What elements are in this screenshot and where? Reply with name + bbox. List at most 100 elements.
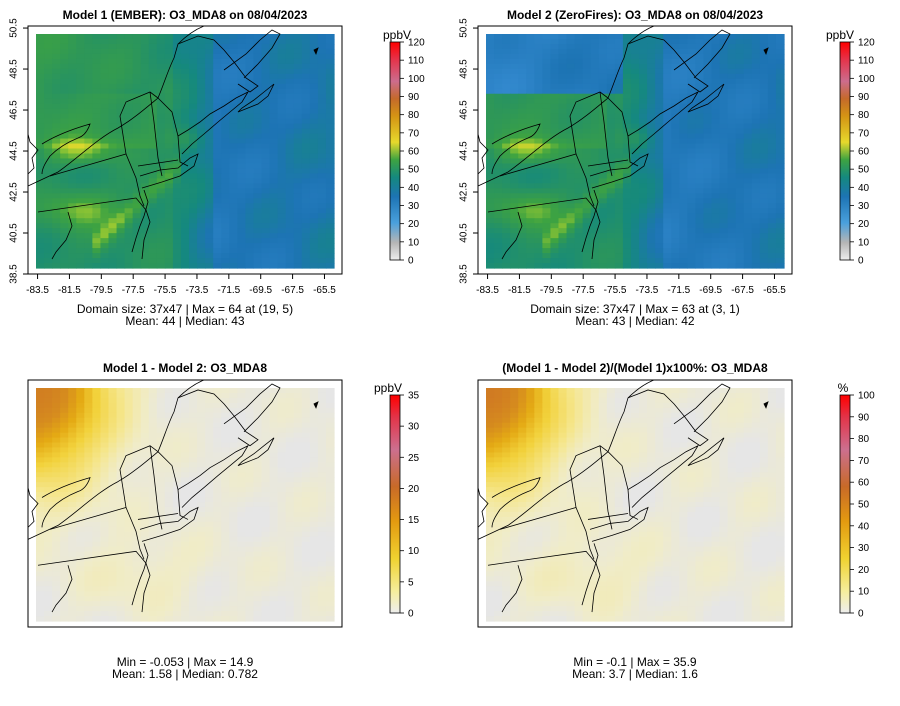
heatmap-cell — [148, 158, 158, 165]
heatmap-cell — [140, 263, 150, 269]
heatmap-cell — [622, 103, 632, 110]
heatmap-cell — [245, 73, 255, 80]
heatmap-cell — [269, 457, 279, 463]
heatmap-cell — [695, 148, 705, 155]
heatmap-cell — [60, 462, 69, 468]
heatmap-cell — [630, 178, 640, 184]
heatmap-cell — [534, 248, 543, 254]
heatmap-cell — [52, 128, 61, 135]
heatmap-cell — [277, 502, 287, 508]
heatmap-cell — [229, 447, 238, 454]
heatmap-cell — [116, 108, 126, 115]
heatmap-cell — [36, 143, 45, 150]
heatmap-cell — [550, 183, 560, 189]
heatmap-cell — [68, 88, 77, 95]
heatmap-cell — [156, 148, 166, 155]
heatmap-cell — [598, 138, 608, 145]
heatmap-cell — [630, 173, 640, 179]
heatmap-cell — [253, 58, 263, 65]
heatmap-cell — [245, 422, 255, 429]
heatmap-cell — [687, 153, 696, 160]
heatmap-cell — [317, 93, 327, 100]
heatmap-cell — [124, 556, 134, 563]
heatmap-cell — [655, 148, 664, 155]
heatmap-cell — [148, 233, 158, 239]
heatmap-cell — [92, 571, 102, 577]
heatmap-cell — [245, 93, 255, 100]
heatmap-cell — [172, 432, 182, 439]
colorbar-tick-label: 10 — [408, 237, 420, 248]
heatmap-cell — [574, 113, 584, 120]
heatmap-cell — [598, 43, 608, 50]
heatmap-cell — [100, 258, 110, 264]
heatmap-cell — [534, 63, 543, 70]
heatmap-cell — [293, 48, 303, 55]
heatmap-cell — [639, 213, 648, 219]
heatmap-cell — [221, 233, 230, 239]
heatmap-cell — [108, 492, 118, 498]
heatmap-cell — [590, 128, 600, 135]
heatmap-cell — [711, 43, 721, 50]
heatmap-cell — [711, 208, 721, 214]
heatmap-cell — [60, 78, 69, 85]
heatmap-cell — [221, 477, 230, 483]
heatmap-cell — [205, 133, 214, 140]
heatmap-cell — [542, 98, 552, 105]
heatmap-cell — [52, 153, 61, 160]
heatmap-cell — [189, 388, 198, 394]
heatmap-cell — [116, 163, 126, 170]
heatmap-cell — [502, 173, 511, 179]
heatmap-cell — [486, 98, 495, 105]
heatmap-cell — [261, 516, 271, 523]
heatmap-cell — [140, 83, 150, 90]
heatmap-cells — [36, 388, 335, 622]
heatmap-cell — [229, 452, 238, 459]
heatmap-cell — [317, 223, 327, 229]
heatmap-cell — [309, 536, 319, 543]
heatmap-cell — [526, 243, 535, 249]
heatmap-cell — [100, 437, 110, 444]
heatmap-cell — [92, 183, 102, 189]
heatmap-cell — [100, 218, 110, 224]
heatmap-cell — [317, 163, 327, 170]
heatmap-cell — [518, 168, 527, 175]
heatmap-cell — [630, 248, 640, 254]
heatmap-cell — [148, 208, 158, 214]
heatmap-cell — [325, 218, 335, 224]
heatmap-cell — [197, 467, 206, 473]
heatmap-cell — [277, 88, 287, 95]
heatmap-cell — [108, 442, 118, 449]
heatmap-cell — [735, 243, 745, 249]
heatmap-cell — [76, 526, 85, 533]
heatmap-cell — [84, 442, 93, 449]
heatmap-cell — [108, 34, 118, 40]
heatmap-cell — [253, 477, 263, 483]
heatmap-cell — [164, 188, 174, 194]
heatmap-cell — [550, 188, 560, 194]
heatmap-cell — [245, 472, 255, 478]
heatmap-cell — [301, 506, 311, 513]
heatmap-cell — [582, 68, 592, 75]
heatmap-cell — [647, 243, 656, 249]
heatmap-cell — [213, 536, 222, 543]
heatmap-cell — [124, 163, 134, 170]
heatmap-cell — [558, 173, 568, 179]
heatmap-cell — [719, 88, 729, 95]
heatmap-cell — [84, 263, 93, 269]
heatmap-cell — [630, 78, 640, 85]
heatmap-cell — [574, 223, 584, 229]
heatmap-cell — [116, 502, 126, 508]
heatmap-cell — [36, 103, 45, 110]
heatmap-cell — [60, 561, 69, 568]
heatmap-cell — [52, 412, 61, 419]
heatmap-cell — [630, 263, 640, 269]
heatmap-cell — [293, 218, 303, 224]
heatmap-cell — [140, 148, 150, 155]
heatmap-cell — [60, 571, 69, 577]
heatmap-cell — [550, 48, 560, 55]
heatmap-cell — [293, 223, 303, 229]
heatmap-cell — [148, 53, 158, 60]
heatmap-cell — [606, 53, 616, 60]
heatmap-cell — [189, 143, 198, 150]
heatmap-cell — [526, 113, 535, 120]
